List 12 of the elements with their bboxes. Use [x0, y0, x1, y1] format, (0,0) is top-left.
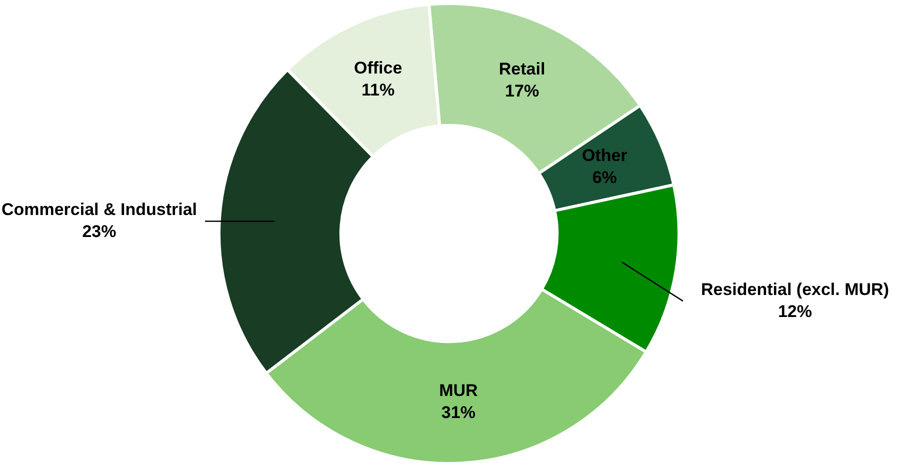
- slice-label: Residential (excl. MUR): [700, 280, 889, 299]
- data-label: 12%: [778, 302, 812, 321]
- data-label: 31%: [441, 402, 476, 422]
- slice-label: MUR: [439, 380, 478, 400]
- slice-label: Other: [582, 146, 628, 166]
- data-label: 23%: [82, 222, 116, 241]
- data-label: 6%: [592, 168, 617, 188]
- data-label: 17%: [505, 82, 540, 101]
- data-label: 11%: [362, 80, 395, 100]
- slice-label: Commercial & Industrial: [1, 200, 198, 219]
- slice-label: Retail: [498, 60, 546, 79]
- slice-label: Office: [354, 58, 402, 78]
